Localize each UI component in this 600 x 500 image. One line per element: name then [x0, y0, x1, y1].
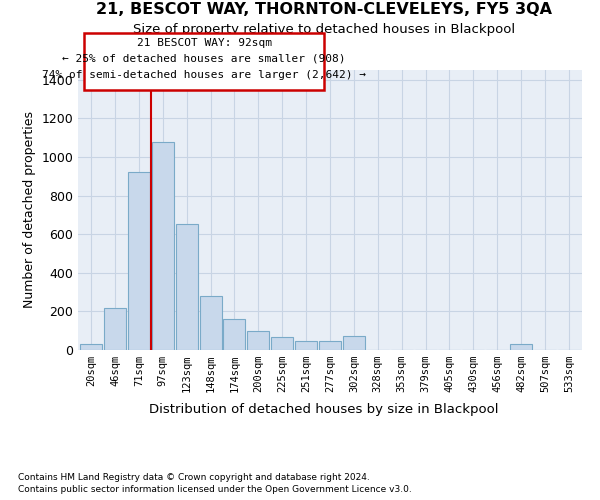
- Text: Contains public sector information licensed under the Open Government Licence v3: Contains public sector information licen…: [18, 485, 412, 494]
- Bar: [223, 319, 245, 350]
- Bar: [128, 172, 150, 350]
- Bar: [152, 142, 174, 350]
- Bar: [247, 330, 269, 350]
- Bar: [200, 296, 221, 350]
- Bar: [343, 336, 365, 350]
- Y-axis label: Number of detached properties: Number of detached properties: [23, 112, 36, 308]
- Bar: [319, 342, 341, 350]
- Bar: [104, 308, 126, 350]
- Bar: [271, 338, 293, 350]
- Text: Size of property relative to detached houses in Blackpool: Size of property relative to detached ho…: [133, 22, 515, 36]
- Bar: [80, 344, 102, 350]
- Text: 21, BESCOT WAY, THORNTON-CLEVELEYS, FY5 3QA: 21, BESCOT WAY, THORNTON-CLEVELEYS, FY5 …: [96, 2, 552, 18]
- Text: ← 25% of detached houses are smaller (908): ← 25% of detached houses are smaller (90…: [62, 54, 346, 64]
- Bar: [176, 224, 197, 350]
- Text: Distribution of detached houses by size in Blackpool: Distribution of detached houses by size …: [149, 402, 499, 415]
- Bar: [510, 344, 532, 350]
- Text: 74% of semi-detached houses are larger (2,642) →: 74% of semi-detached houses are larger (…: [42, 70, 366, 80]
- Bar: [295, 342, 317, 350]
- Text: Contains HM Land Registry data © Crown copyright and database right 2024.: Contains HM Land Registry data © Crown c…: [18, 472, 370, 482]
- Text: 21 BESCOT WAY: 92sqm: 21 BESCOT WAY: 92sqm: [137, 38, 271, 48]
